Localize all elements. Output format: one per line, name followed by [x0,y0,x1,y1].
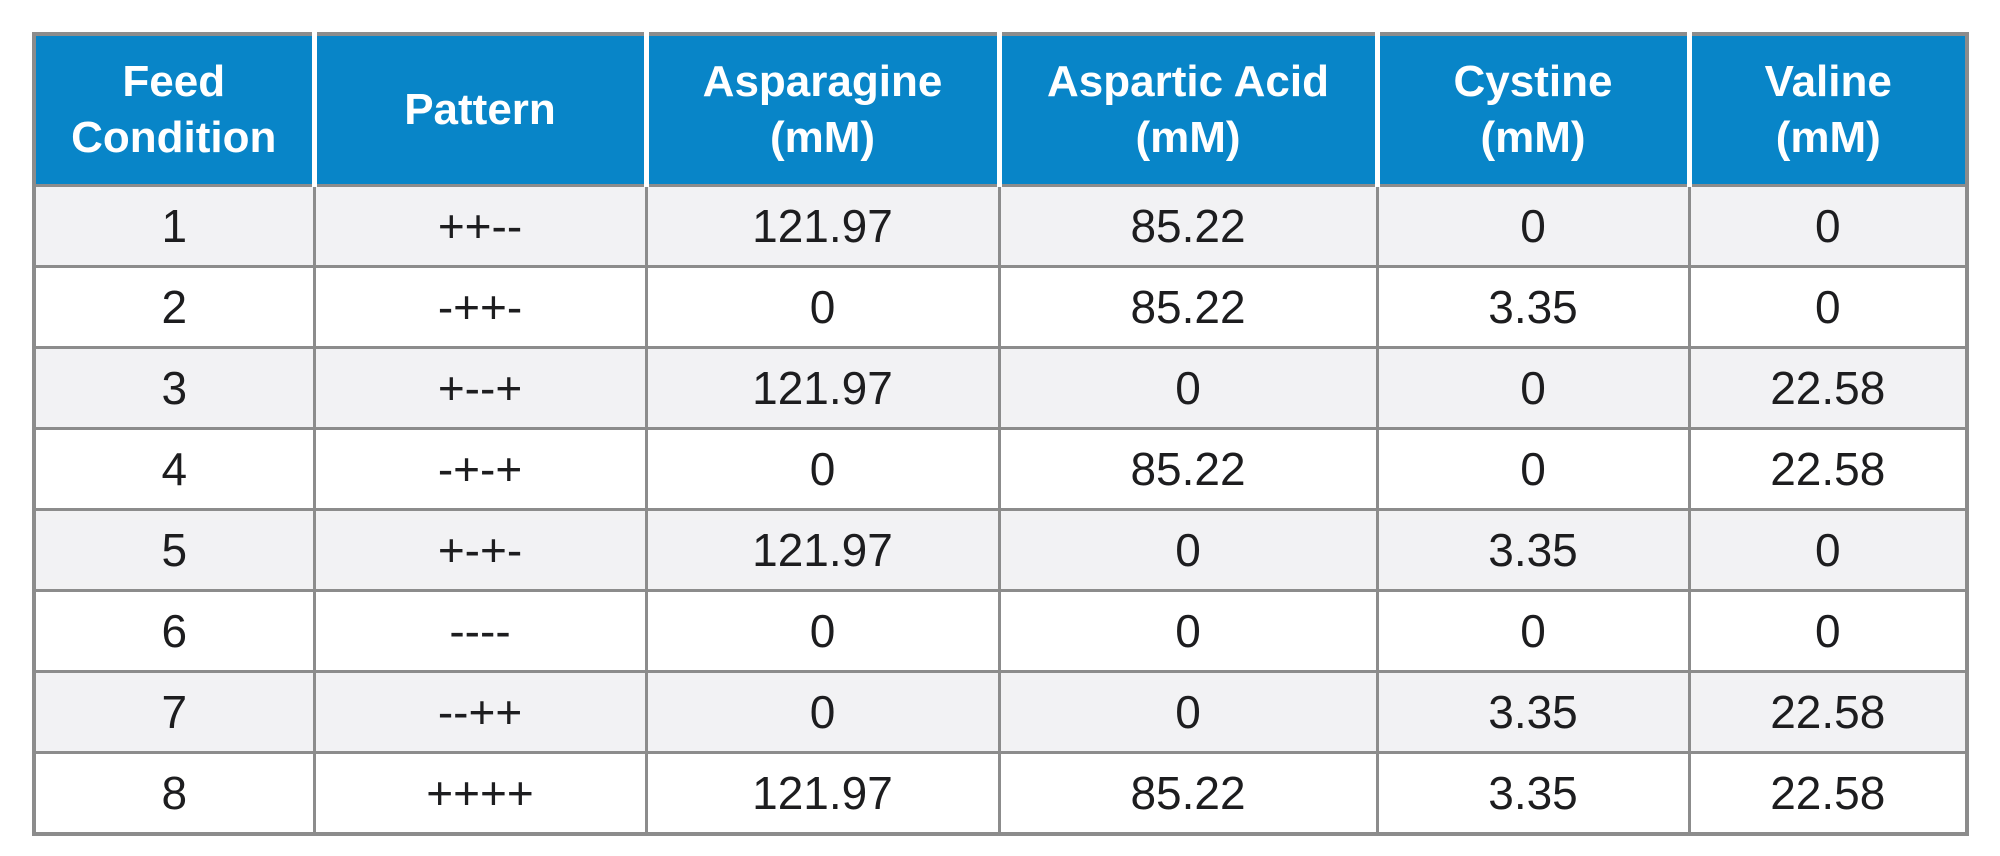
cell-asparagine: 121.97 [644,751,1001,836]
cell-pattern: ++++ [312,751,648,836]
column-header-pattern: Pattern [311,32,649,187]
cell-aspartic-acid: 85.22 [997,427,1379,511]
cell-cystine: 3.35 [1375,670,1691,754]
cell-feed-condition: 5 [32,508,316,592]
column-header-cystine: Cystine (mM) [1374,32,1692,187]
table-row: 2 -++- 0 85.22 3.35 0 [32,265,1969,349]
cell-aspartic-acid: 0 [997,346,1379,430]
cell-aspartic-acid: 85.22 [997,751,1379,836]
cell-aspartic-acid: 0 [997,670,1379,754]
cell-pattern: -+-+ [312,427,648,511]
column-header-valine: Valine (mM) [1686,32,1969,187]
cell-cystine: 0 [1375,346,1691,430]
cell-feed-condition: 6 [32,589,316,673]
cell-valine: 0 [1687,265,1969,349]
cell-pattern: -++- [312,265,648,349]
cell-cystine: 0 [1375,427,1691,511]
table-row: 7 --++ 0 0 3.35 22.58 [32,670,1969,754]
cell-feed-condition: 7 [32,670,316,754]
cell-pattern: +--+ [312,346,648,430]
table-row: 1 ++-- 121.97 85.22 0 0 [32,184,1969,268]
cell-feed-condition: 3 [32,346,316,430]
feed-conditions-table: Feed Condition Pattern Asparagine (mM) A… [32,32,1969,836]
cell-feed-condition: 1 [32,184,316,268]
cell-asparagine: 121.97 [644,346,1001,430]
table-row: 3 +--+ 121.97 0 0 22.58 [32,346,1969,430]
cell-valine: 0 [1687,589,1969,673]
cell-pattern: ---- [312,589,648,673]
cell-feed-condition: 8 [32,751,316,836]
column-header-feed-condition: Feed Condition [32,32,317,187]
cell-cystine: 0 [1375,589,1691,673]
cell-aspartic-acid: 85.22 [997,184,1379,268]
cell-asparagine: 0 [644,589,1001,673]
cell-pattern: ++-- [312,184,648,268]
cell-aspartic-acid: 85.22 [997,265,1379,349]
cell-valine: 22.58 [1687,751,1969,836]
cell-valine: 22.58 [1687,670,1969,754]
cell-valine: 0 [1687,184,1969,268]
cell-valine: 22.58 [1687,427,1969,511]
table-row: 4 -+-+ 0 85.22 0 22.58 [32,427,1969,511]
cell-pattern: +-+- [312,508,648,592]
cell-aspartic-acid: 0 [997,508,1379,592]
cell-feed-condition: 2 [32,265,316,349]
cell-cystine: 3.35 [1375,508,1691,592]
table-row: 6 ---- 0 0 0 0 [32,589,1969,673]
table-row: 8 ++++ 121.97 85.22 3.35 22.58 [32,751,1969,836]
cell-aspartic-acid: 0 [997,589,1379,673]
table-header-row: Feed Condition Pattern Asparagine (mM) A… [32,32,1969,187]
cell-asparagine: 121.97 [644,184,1001,268]
cell-valine: 0 [1687,508,1969,592]
cell-pattern: --++ [312,670,648,754]
cell-asparagine: 0 [644,670,1001,754]
cell-asparagine: 0 [644,427,1001,511]
table-row: 5 +-+- 121.97 0 3.35 0 [32,508,1969,592]
cell-valine: 22.58 [1687,346,1969,430]
cell-asparagine: 0 [644,265,1001,349]
cell-cystine: 0 [1375,184,1691,268]
column-header-aspartic-acid: Aspartic Acid (mM) [996,32,1380,187]
column-header-asparagine: Asparagine (mM) [643,32,1002,187]
cell-asparagine: 121.97 [644,508,1001,592]
cell-cystine: 3.35 [1375,751,1691,836]
cell-cystine: 3.35 [1375,265,1691,349]
cell-feed-condition: 4 [32,427,316,511]
